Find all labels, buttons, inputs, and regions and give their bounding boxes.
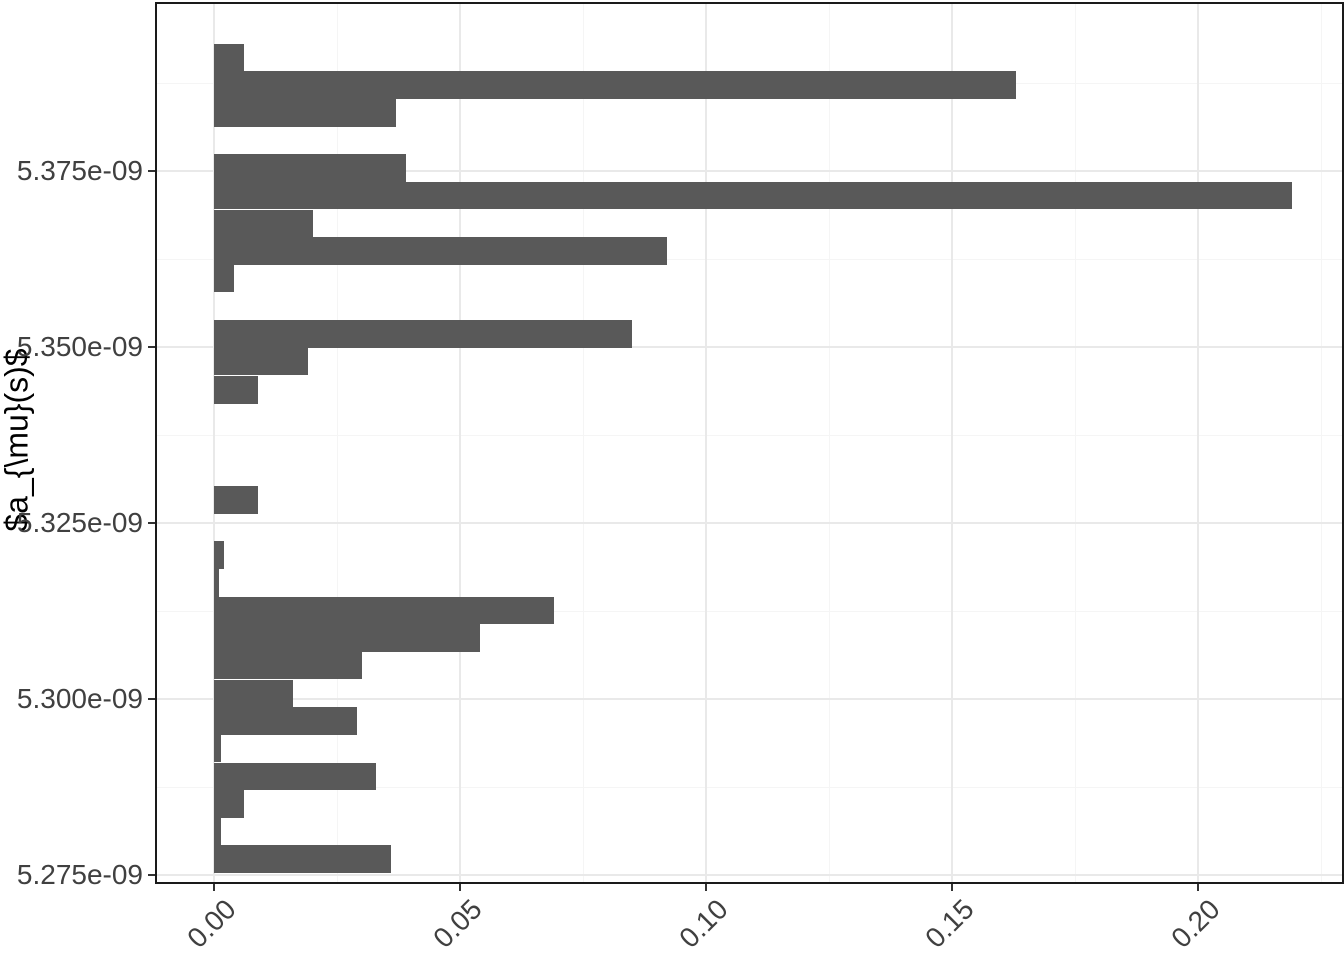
x-tick-mark <box>705 884 708 891</box>
x-tick-label: 0.10 <box>672 893 734 954</box>
histogram-bar <box>214 154 406 182</box>
grid-minor-y <box>157 610 1342 612</box>
histogram-bar <box>214 320 633 348</box>
histogram-bar <box>214 817 222 846</box>
histogram-bar <box>214 375 259 404</box>
y-tick-mark <box>148 170 155 173</box>
histogram-bar <box>214 790 244 818</box>
histogram-bar <box>214 651 362 680</box>
x-tick-label: 0.05 <box>426 893 488 954</box>
x-tick-mark <box>213 884 216 891</box>
histogram-bar <box>214 734 222 763</box>
histogram-bar <box>214 541 224 569</box>
x-tick-mark <box>951 884 954 891</box>
histogram-bar <box>214 209 313 238</box>
grid-minor-x <box>828 4 830 882</box>
y-tick-label: 5.350e-09 <box>16 331 143 363</box>
histogram-bar <box>214 845 392 873</box>
y-tick-label: 5.275e-09 <box>16 858 143 890</box>
y-tick-mark <box>148 698 155 701</box>
y-tick-label: 5.375e-09 <box>16 155 143 187</box>
grid-major-y <box>157 170 1342 173</box>
histogram-bar <box>214 762 377 791</box>
grid-major-x <box>951 4 954 882</box>
grid-major-x <box>705 4 708 882</box>
histogram-bar <box>214 347 308 376</box>
histogram-bar <box>214 43 244 72</box>
y-axis-title: $a_{\mu}(s)$ <box>0 348 35 532</box>
y-tick-label: 5.325e-09 <box>16 507 143 539</box>
histogram-bar <box>214 71 1017 99</box>
x-tick-mark <box>459 884 462 891</box>
grid-minor-x <box>1320 4 1322 882</box>
grid-major-y <box>157 346 1342 349</box>
histogram-bar <box>214 569 219 598</box>
x-tick-label: 0.15 <box>919 893 980 954</box>
histogram-bar <box>214 486 259 514</box>
x-tick-label: 0.00 <box>180 893 242 954</box>
histogram-bar <box>214 596 554 625</box>
histogram-bar <box>214 181 1292 210</box>
histogram-bar <box>214 264 234 293</box>
histogram-bar <box>214 624 480 652</box>
histogram-bar <box>214 99 397 128</box>
grid-minor-y <box>157 434 1342 436</box>
histogram-bar <box>214 707 357 735</box>
histogram-bar <box>214 679 293 708</box>
grid-minor-y <box>157 258 1342 260</box>
grid-major-x <box>459 4 462 882</box>
x-tick-mark <box>1197 884 1200 891</box>
grid-major-y <box>157 873 1342 876</box>
grid-minor-x <box>336 4 338 882</box>
plot-panel <box>155 2 1344 884</box>
grid-minor-y <box>157 786 1342 788</box>
y-tick-label: 5.300e-09 <box>16 683 143 715</box>
y-tick-mark <box>148 346 155 349</box>
grid-major-y <box>157 698 1342 701</box>
grid-major-x <box>213 4 216 882</box>
grid-major-y <box>157 522 1342 525</box>
histogram-bar <box>214 237 667 265</box>
y-tick-mark <box>148 522 155 525</box>
x-tick-label: 0.20 <box>1165 893 1226 954</box>
grid-minor-x <box>582 4 584 882</box>
grid-major-x <box>1197 4 1200 882</box>
y-tick-mark <box>148 873 155 876</box>
grid-minor-x <box>1074 4 1076 882</box>
